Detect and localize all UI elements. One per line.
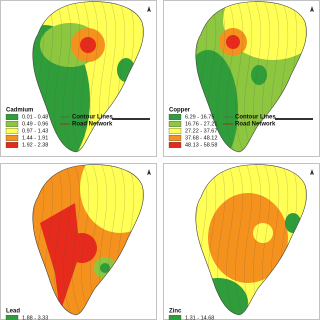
legend-label: 16.76 - 27.21 bbox=[185, 121, 217, 127]
legend-label: 27.22 - 37.67 bbox=[185, 128, 217, 134]
legend-label: 1.88 - 3.33 bbox=[22, 315, 48, 320]
north-arrow bbox=[310, 6, 314, 12]
legend-label: Road Network bbox=[72, 122, 113, 128]
concentration-zone bbox=[253, 223, 273, 243]
north-arrow bbox=[147, 6, 151, 12]
legend-label: 0.97 - 1.43 bbox=[22, 128, 48, 134]
legend-swatch bbox=[168, 315, 182, 320]
legend-swatch bbox=[168, 135, 182, 141]
concentration-zone bbox=[100, 263, 110, 273]
legend-title: Cadmium bbox=[6, 108, 33, 114]
legend-label: Road Network bbox=[235, 122, 276, 128]
legend-swatch bbox=[5, 121, 19, 127]
region-outline bbox=[32, 1, 144, 153]
legend-swatch bbox=[5, 315, 19, 320]
north-arrow bbox=[310, 169, 314, 175]
scale-bar bbox=[112, 118, 150, 120]
concentration-zone bbox=[251, 65, 267, 85]
concentration-zone bbox=[226, 35, 240, 49]
concentration-zone bbox=[67, 233, 97, 263]
legend-swatch bbox=[5, 135, 19, 141]
legend-label: 1.44 - 1.91 bbox=[22, 135, 48, 141]
legend-swatch bbox=[168, 128, 182, 134]
legend-swatch bbox=[5, 114, 19, 120]
legend-title: Lead bbox=[6, 309, 20, 315]
legend-title: Zinc bbox=[169, 309, 182, 315]
region-outline bbox=[195, 164, 307, 316]
scale-bar bbox=[275, 118, 313, 120]
region-outline bbox=[195, 1, 307, 153]
legend-swatch bbox=[168, 114, 182, 120]
legend-label: Contour Lines bbox=[72, 115, 113, 121]
region-outline bbox=[32, 164, 144, 316]
north-arrow bbox=[147, 169, 151, 175]
legend-label: 0.01 - 0.48 bbox=[22, 114, 48, 120]
legend-swatch bbox=[5, 128, 19, 134]
concentration-zone bbox=[223, 1, 307, 60]
concentration-zone bbox=[208, 193, 288, 283]
legend-swatch bbox=[168, 142, 182, 148]
legend-label: 0.49 - 0.96 bbox=[22, 121, 48, 127]
legend-swatch bbox=[168, 121, 182, 127]
concentration-zone bbox=[80, 37, 96, 53]
legend-label: 37.68 - 48.12 bbox=[185, 135, 217, 141]
legend-label: 1.92 - 2.38 bbox=[22, 142, 48, 148]
legend-label: 1.31 - 14.68 bbox=[185, 315, 214, 320]
legend-title: Copper bbox=[169, 108, 191, 114]
legend-label: 48.13 - 58.58 bbox=[185, 142, 217, 148]
legend-swatch bbox=[5, 142, 19, 148]
legend-label: Contour Lines bbox=[235, 115, 276, 121]
legend-label: 6.29 - 16.75 bbox=[185, 114, 214, 120]
concentration-zone bbox=[40, 203, 80, 313]
